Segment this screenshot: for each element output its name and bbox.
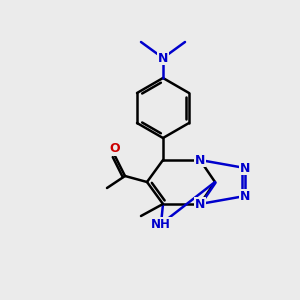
Text: N: N [240,190,250,202]
Text: N: N [195,197,205,211]
Text: NH: NH [151,218,171,230]
Text: N: N [158,52,168,64]
Text: N: N [195,154,205,166]
Text: N: N [240,161,250,175]
Text: O: O [110,142,120,155]
